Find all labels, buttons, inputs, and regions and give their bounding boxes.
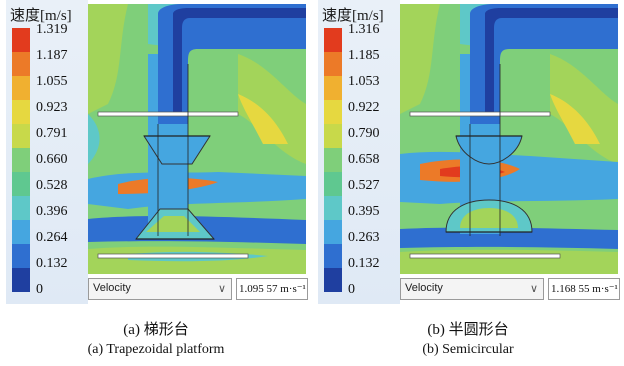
contour-region (550, 54, 618, 164)
legend-tick: 1.053 (348, 74, 380, 89)
legend-tick: 0.528 (36, 178, 68, 193)
contour-region (88, 4, 128, 114)
legend-tick: 1.319 (36, 22, 68, 37)
contour-region (400, 249, 618, 274)
contour-region (470, 4, 618, 124)
velocity-legend: 速度[m/s] 1.316 1.185 1.053 0.922 0.790 0.… (318, 0, 400, 304)
legend-tick: 0 (36, 282, 43, 297)
panel-trapezoidal: 速度[m/s] 1.319 1.187 1.055 0.923 0.791 0.… (6, 0, 308, 312)
velocity-legend: 速度[m/s] 1.319 1.187 1.055 0.923 0.791 0.… (6, 0, 88, 304)
plate (409, 253, 561, 259)
legend-tick: 0.132 (348, 256, 380, 271)
variable-toolbar: Velocity ∨ 1.095 57 m·s⁻¹ (88, 276, 308, 304)
contour-region (238, 94, 288, 144)
legend-tick: 0.395 (348, 204, 380, 219)
caption-b-cn: (b) 半圆形台 (427, 322, 509, 338)
contour-region (173, 8, 306, 114)
legend-title: 速度[m/s] (10, 8, 72, 24)
probe-value-readout: 1.095 57 m·s⁻¹ (236, 278, 308, 300)
panel-semicircular: 速度[m/s] 1.316 1.185 1.053 0.922 0.790 0.… (318, 0, 620, 312)
legend-tick: 1.185 (348, 48, 380, 63)
contour-region (400, 227, 618, 249)
variable-select-value: Velocity (93, 282, 131, 294)
variable-select-value: Velocity (405, 282, 443, 294)
chevron-down-icon[interactable]: ∨ (217, 283, 226, 295)
contour-region (550, 94, 600, 144)
legend-tick: 1.055 (36, 74, 68, 89)
legend-tick: 1.187 (36, 48, 68, 63)
legend-tick: 0.263 (348, 230, 380, 245)
caption-a-cn: (a) 梯形台 (123, 322, 189, 338)
contour-region (400, 4, 440, 114)
legend-tick: 0.660 (36, 152, 68, 167)
velocity-contour-plot (88, 4, 306, 274)
probe-value-readout: 1.168 55 m·s⁻¹ (548, 278, 620, 300)
contour-region (485, 8, 618, 114)
legend-tick: 0.791 (36, 126, 68, 141)
caption-b-en: (b) Semicircular (422, 342, 514, 357)
legend-title: 速度[m/s] (322, 8, 384, 24)
legend-tick: 0.790 (348, 126, 380, 141)
semicircle-upper (455, 135, 523, 165)
variable-toolbar: Velocity ∨ 1.168 55 m·s⁻¹ (400, 276, 620, 304)
color-scale-bar (12, 28, 30, 292)
legend-tick: 0.527 (348, 178, 380, 193)
variable-select[interactable]: Velocity ∨ (400, 278, 544, 300)
legend-tick: 0 (348, 282, 355, 297)
legend-tick: 0.396 (36, 204, 68, 219)
contour-region (88, 114, 100, 164)
contour-region (460, 208, 518, 228)
contour-region (238, 54, 306, 164)
legend-tick: 0.132 (36, 256, 68, 271)
plate (97, 253, 249, 259)
legend-tick: 0.264 (36, 230, 68, 245)
contour-region (146, 216, 200, 232)
velocity-contour-plot (400, 4, 618, 274)
plate (97, 111, 239, 117)
legend-tick: 0.923 (36, 100, 68, 115)
legend-tick: 1.316 (348, 22, 380, 37)
legend-tick: 0.922 (348, 100, 380, 115)
color-scale-bar (324, 28, 342, 292)
legend-tick: 0.658 (348, 152, 380, 167)
chevron-down-icon[interactable]: ∨ (529, 283, 538, 295)
caption-a-en: (a) Trapezoidal platform (87, 342, 225, 357)
variable-select[interactable]: Velocity ∨ (88, 278, 232, 300)
contour-region (158, 4, 306, 124)
plate (409, 111, 551, 117)
